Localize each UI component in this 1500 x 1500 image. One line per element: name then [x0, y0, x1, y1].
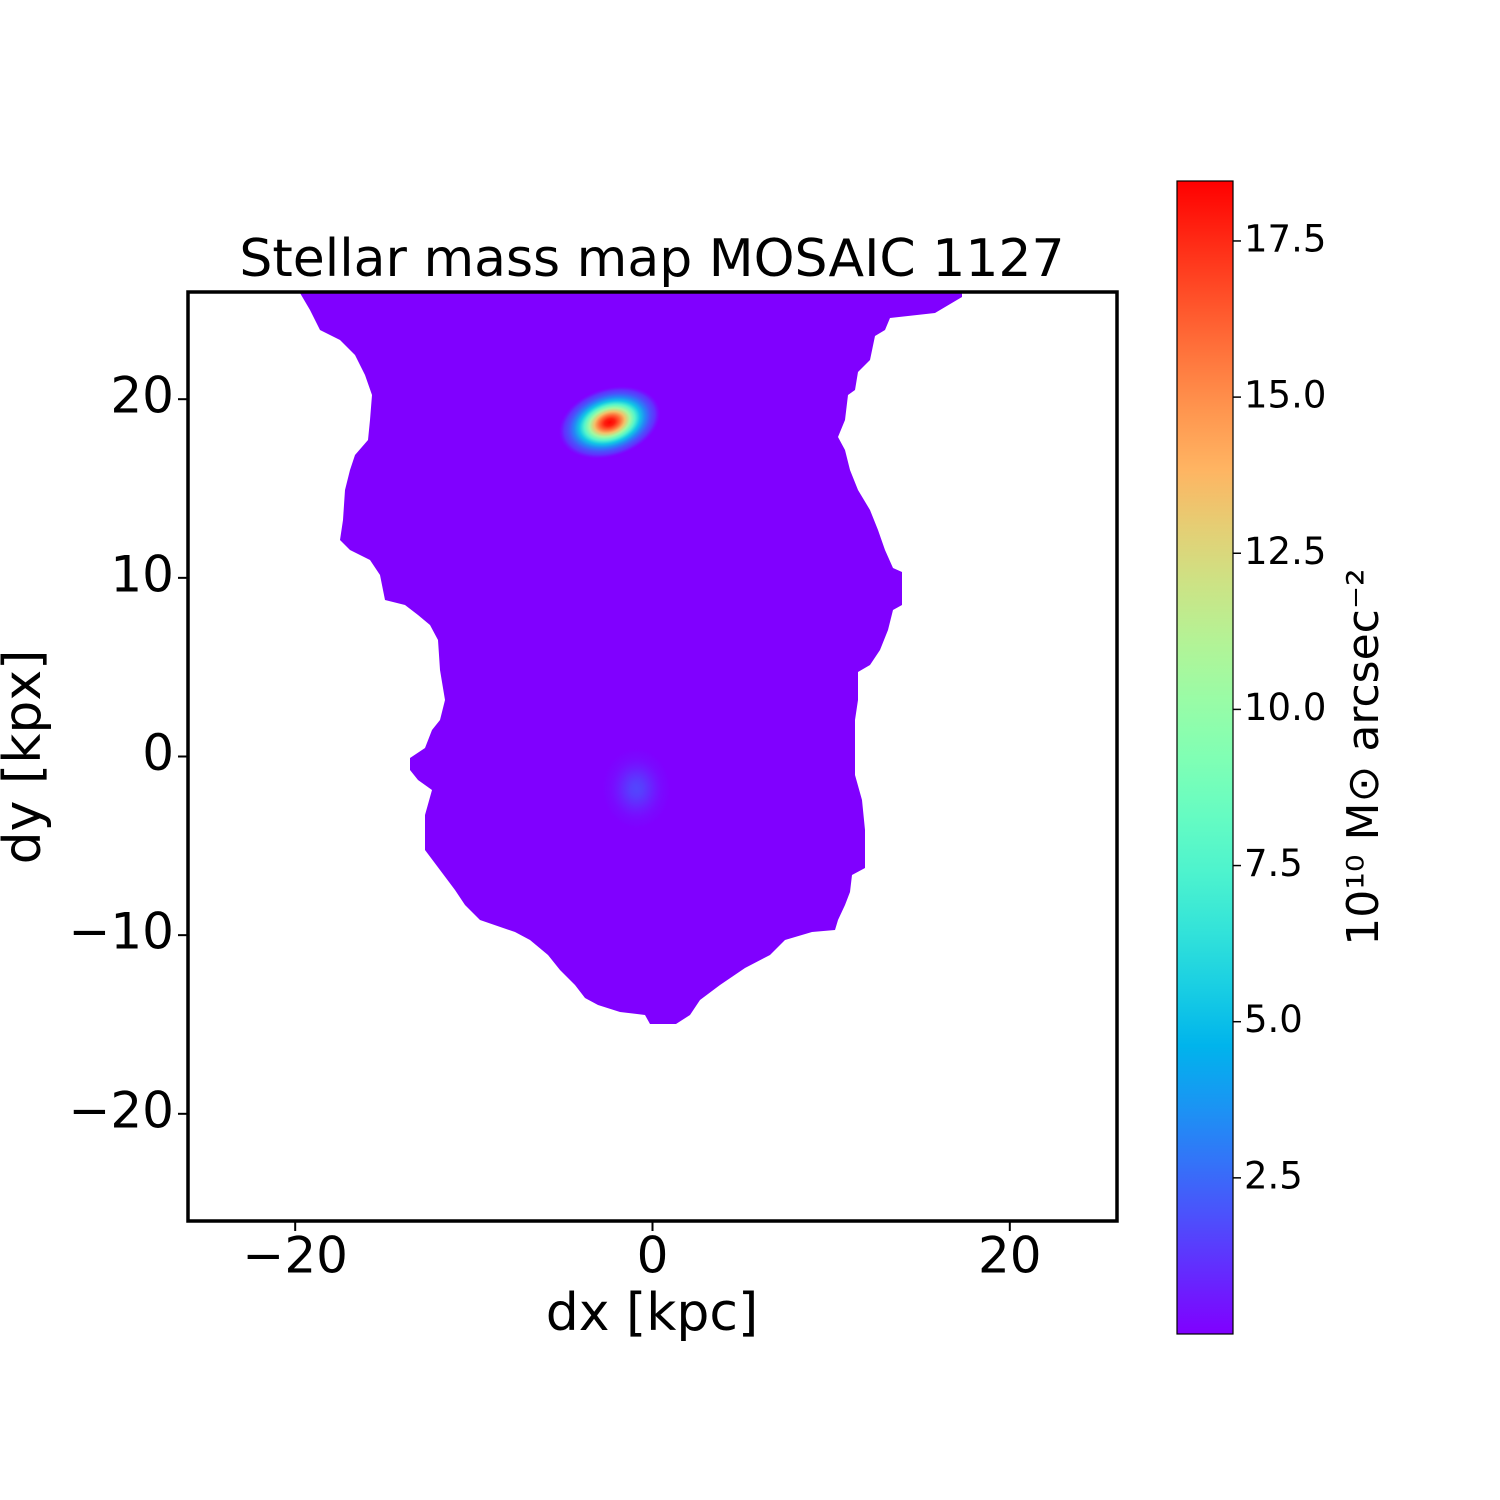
mass-map [300, 293, 962, 1024]
colorbar-label: 10¹⁰ M⊙ arcsec⁻² [1338, 568, 1389, 945]
colorbar-tick-label: 12.5 [1244, 530, 1326, 573]
mass-peak [559, 386, 661, 459]
y-tick-label: 0 [142, 724, 174, 782]
x-tick-label: 20 [978, 1227, 1042, 1285]
colorbar-tick-label: 10.0 [1244, 686, 1326, 729]
x-tick-label: 0 [637, 1227, 669, 1285]
y-tick-label: 10 [110, 545, 174, 603]
x-axis-label: dx [kpc] [546, 1283, 759, 1343]
colorbar [1176, 180, 1234, 1335]
colorbar-tick-label: 7.5 [1244, 842, 1303, 885]
colorbar-tick-label: 15.0 [1244, 374, 1326, 417]
mass-peak [602, 748, 671, 829]
chart-title: Stellar mass map MOSAIC 1127 [239, 229, 1064, 289]
x-tick-label: −20 [242, 1227, 348, 1285]
y-axis-label: dy [kpx] [0, 650, 53, 865]
y-tick-label: −20 [68, 1081, 174, 1139]
y-tick-label: −10 [68, 903, 174, 961]
colorbar-tick-label: 17.5 [1244, 217, 1326, 260]
y-tick-label: 20 [110, 367, 174, 425]
colorbar-tick-label: 5.0 [1244, 998, 1303, 1041]
colorbar-tick-label: 2.5 [1244, 1154, 1303, 1197]
